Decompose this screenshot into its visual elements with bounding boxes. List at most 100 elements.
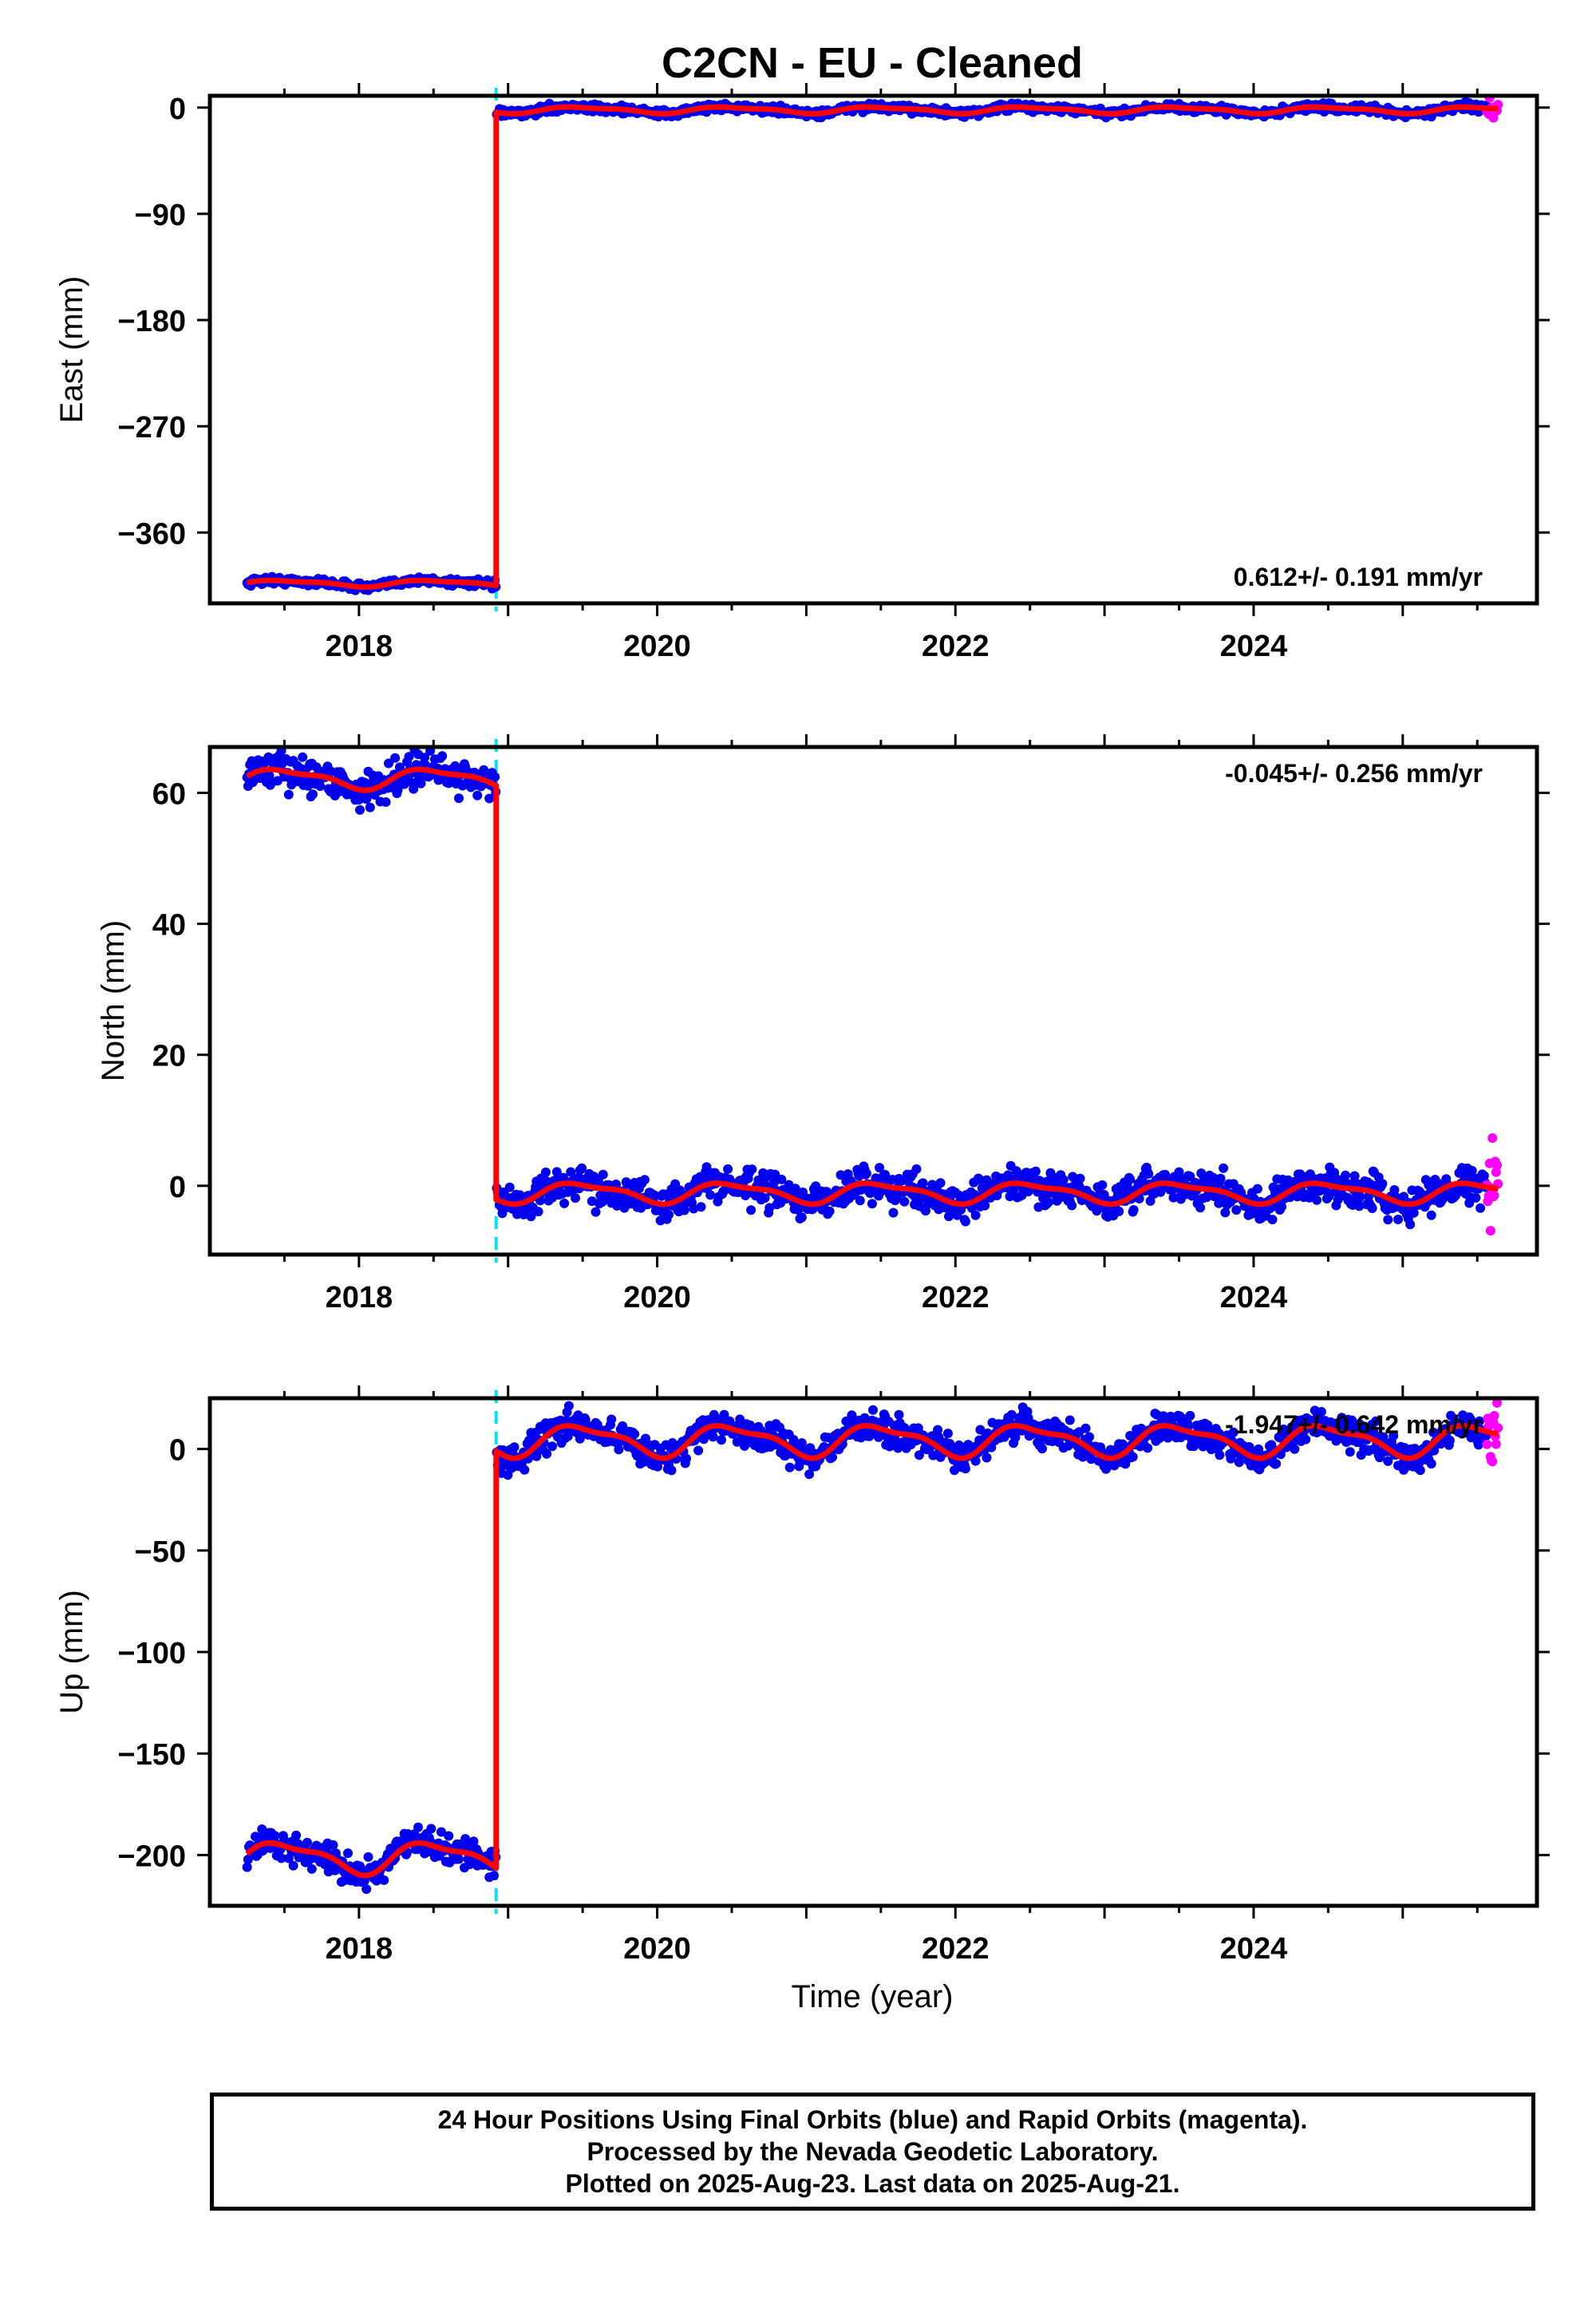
final-orbit-point xyxy=(664,1210,674,1219)
final-orbit-point xyxy=(591,1207,601,1217)
final-orbit-point xyxy=(776,1174,787,1184)
final-orbit-point xyxy=(444,1831,454,1841)
x-tick-label: 2018 xyxy=(326,1281,393,1314)
final-orbit-point xyxy=(760,1193,770,1203)
final-orbit-point xyxy=(315,781,326,791)
final-orbit-point xyxy=(790,1184,800,1194)
final-orbit-point xyxy=(1065,1415,1075,1425)
final-orbit-point xyxy=(796,1438,807,1448)
final-orbit-point xyxy=(1128,1452,1138,1462)
final-orbit-point xyxy=(696,1202,706,1212)
final-orbit-point xyxy=(867,1199,877,1209)
final-orbit-point xyxy=(1145,1196,1156,1206)
final-orbit-point xyxy=(1345,1447,1355,1457)
final-orbit-point xyxy=(1408,1207,1419,1218)
velocity-rate-label-north: -0.045+/- 0.256 mm/yr xyxy=(1225,759,1483,788)
final-orbit-point xyxy=(1037,1444,1047,1454)
final-orbit-point xyxy=(1075,1173,1085,1184)
final-orbit-point xyxy=(1377,1179,1388,1189)
final-orbit-point xyxy=(270,1831,280,1841)
final-orbit-point xyxy=(1389,1431,1399,1441)
final-orbit-point xyxy=(302,1837,312,1848)
final-orbit-point xyxy=(533,1207,543,1217)
final-orbit-point xyxy=(393,785,403,795)
final-orbit-point xyxy=(413,1822,423,1832)
final-orbit-point xyxy=(1254,1444,1264,1454)
final-orbit-point xyxy=(566,1167,576,1177)
chart-title: C2CN - EU - Cleaned xyxy=(662,39,1083,87)
points-east xyxy=(242,96,1503,595)
final-orbit-point xyxy=(1143,1443,1153,1453)
y-tick-label: 0 xyxy=(169,1171,186,1204)
rapid-orbit-point xyxy=(1487,1133,1498,1143)
rapid-orbit-point xyxy=(1491,1167,1501,1177)
final-orbit-point xyxy=(587,1196,597,1207)
final-orbit-point xyxy=(689,1203,699,1214)
final-orbit-point xyxy=(1215,1450,1225,1460)
final-orbit-point xyxy=(1220,1207,1231,1218)
final-orbit-point xyxy=(328,1840,338,1850)
final-orbit-point xyxy=(913,1423,923,1433)
final-orbit-point xyxy=(1354,1201,1365,1211)
x-tick-label: 2024 xyxy=(1220,630,1288,663)
final-orbit-point xyxy=(1067,1200,1077,1211)
x-tick-label: 2022 xyxy=(922,1932,990,1966)
final-orbit-point xyxy=(1331,1436,1341,1446)
final-orbit-point xyxy=(875,1163,885,1173)
final-orbit-point xyxy=(1415,1465,1425,1476)
final-orbit-point xyxy=(1084,1432,1095,1442)
y-tick-label: 0 xyxy=(169,93,186,126)
panel-north: 2018 2020 2022 2024 60 40 20 0 North (mm) -0.045+… xyxy=(96,734,1550,1314)
footer-box: 24 Hour Positions Using Final Orbits (bl… xyxy=(210,2093,1535,2211)
final-orbit-point xyxy=(454,793,464,804)
final-orbit-point xyxy=(479,765,489,775)
final-orbit-point xyxy=(1312,1195,1322,1205)
final-orbit-point xyxy=(1267,1215,1278,1225)
final-orbit-point xyxy=(1471,1192,1481,1203)
final-orbit-point xyxy=(804,1469,815,1480)
final-orbit-point xyxy=(490,772,500,782)
final-orbit-point xyxy=(306,1863,317,1874)
y-tick-label: 20 xyxy=(152,1040,186,1073)
final-orbit-point xyxy=(1163,1433,1173,1443)
final-orbit-point xyxy=(824,1206,835,1216)
final-orbit-point xyxy=(764,1203,775,1213)
final-orbit-point xyxy=(784,1462,795,1472)
x-axis-label: Time (year) xyxy=(792,1979,954,2014)
final-orbit-point xyxy=(1316,1407,1326,1417)
final-orbit-point xyxy=(1050,1176,1061,1187)
final-orbit-point xyxy=(960,1464,970,1474)
final-orbit-point xyxy=(1219,1163,1229,1173)
final-orbit-point xyxy=(918,1178,928,1188)
final-orbit-point xyxy=(559,1198,570,1208)
final-orbit-point xyxy=(719,1186,729,1196)
final-orbit-point xyxy=(540,1167,551,1177)
x-tick-label: 2022 xyxy=(922,630,990,663)
final-orbit-point xyxy=(717,1435,726,1445)
x-tick-label: 2018 xyxy=(326,630,393,663)
final-orbit-point xyxy=(361,1884,372,1895)
final-orbit-point xyxy=(960,1216,970,1227)
points-up xyxy=(242,1398,1503,1895)
final-orbit-point xyxy=(489,1871,499,1881)
final-orbit-point xyxy=(1010,1433,1021,1443)
final-orbit-point xyxy=(914,1450,924,1460)
final-orbit-point xyxy=(746,1205,757,1215)
y-tick-label: −200 xyxy=(117,1840,186,1873)
model-fit-up xyxy=(245,1423,1499,1879)
final-orbit-point xyxy=(1144,1168,1154,1179)
final-orbit-point xyxy=(1405,1219,1416,1230)
final-orbit-point xyxy=(563,1401,574,1411)
final-orbit-point xyxy=(1475,1416,1484,1426)
final-orbit-point xyxy=(1252,1184,1262,1194)
final-orbit-point xyxy=(888,1207,899,1218)
plot-frame-east xyxy=(207,93,1539,606)
y-tick-label: 60 xyxy=(152,777,186,811)
panels-layer: 2018 2020 2022 2024 0 −90 −180 −270 −360 East (mm… xyxy=(54,83,1550,1966)
final-orbit-point xyxy=(1341,1170,1350,1180)
final-orbit-point xyxy=(1185,1410,1195,1421)
final-orbit-point xyxy=(1058,1175,1069,1185)
final-orbit-point xyxy=(283,789,294,800)
final-orbit-point xyxy=(1444,1436,1455,1445)
final-orbit-point xyxy=(531,1451,542,1461)
